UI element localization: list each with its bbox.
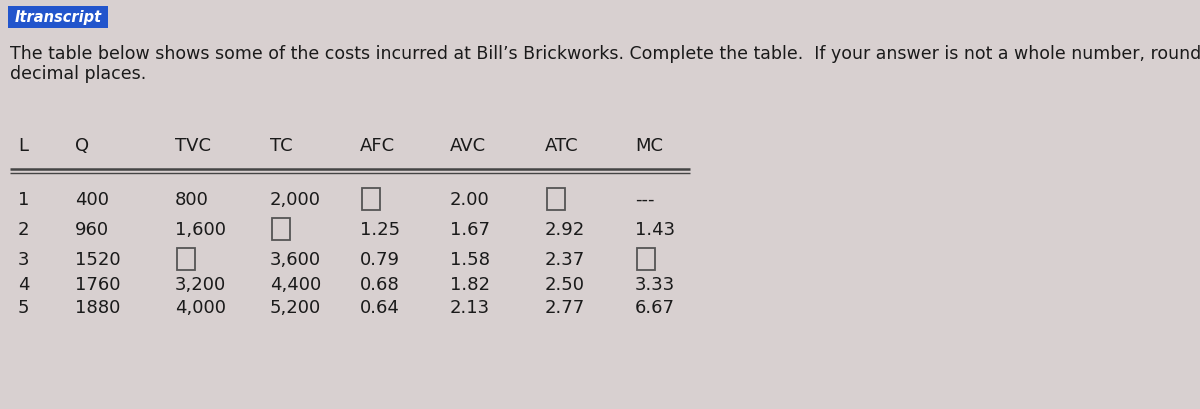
Text: ATC: ATC xyxy=(545,137,578,155)
Text: MC: MC xyxy=(635,137,662,155)
Text: 3,200: 3,200 xyxy=(175,275,227,293)
Text: 2.77: 2.77 xyxy=(545,298,586,316)
Text: 0.79: 0.79 xyxy=(360,250,400,268)
Text: AFC: AFC xyxy=(360,137,395,155)
Text: 2,000: 2,000 xyxy=(270,191,322,209)
Text: Itranscript: Itranscript xyxy=(14,11,102,25)
Text: 1520: 1520 xyxy=(74,250,121,268)
Text: 0.64: 0.64 xyxy=(360,298,400,316)
Text: decimal places.: decimal places. xyxy=(10,65,146,83)
Text: TC: TC xyxy=(270,137,293,155)
Text: 4: 4 xyxy=(18,275,30,293)
Text: 1.25: 1.25 xyxy=(360,220,400,238)
Text: 5: 5 xyxy=(18,298,30,316)
Text: 2.92: 2.92 xyxy=(545,220,586,238)
Text: 1.82: 1.82 xyxy=(450,275,490,293)
Text: 5,200: 5,200 xyxy=(270,298,322,316)
Text: 1.43: 1.43 xyxy=(635,220,676,238)
Text: TVC: TVC xyxy=(175,137,211,155)
Text: 1,600: 1,600 xyxy=(175,220,226,238)
Text: 2: 2 xyxy=(18,220,30,238)
Text: 2.50: 2.50 xyxy=(545,275,586,293)
Text: 3,600: 3,600 xyxy=(270,250,322,268)
Text: 1880: 1880 xyxy=(74,298,120,316)
Text: ---: --- xyxy=(635,191,654,209)
Text: 960: 960 xyxy=(74,220,109,238)
Text: 6.67: 6.67 xyxy=(635,298,674,316)
Text: Q: Q xyxy=(74,137,89,155)
Text: 2.00: 2.00 xyxy=(450,191,490,209)
Text: The table below shows some of the costs incurred at Bill’s Brickworks. Complete : The table below shows some of the costs … xyxy=(10,45,1200,63)
Text: AVC: AVC xyxy=(450,137,486,155)
Text: 1.67: 1.67 xyxy=(450,220,490,238)
Text: L: L xyxy=(18,137,28,155)
Text: 0.68: 0.68 xyxy=(360,275,400,293)
Text: 3.33: 3.33 xyxy=(635,275,676,293)
Text: 4,400: 4,400 xyxy=(270,275,322,293)
Text: 2.37: 2.37 xyxy=(545,250,586,268)
Text: 800: 800 xyxy=(175,191,209,209)
Text: 2.13: 2.13 xyxy=(450,298,490,316)
Text: 400: 400 xyxy=(74,191,109,209)
Text: 3: 3 xyxy=(18,250,30,268)
Text: 1: 1 xyxy=(18,191,29,209)
Text: 4,000: 4,000 xyxy=(175,298,226,316)
Text: 1.58: 1.58 xyxy=(450,250,490,268)
Text: 1760: 1760 xyxy=(74,275,120,293)
